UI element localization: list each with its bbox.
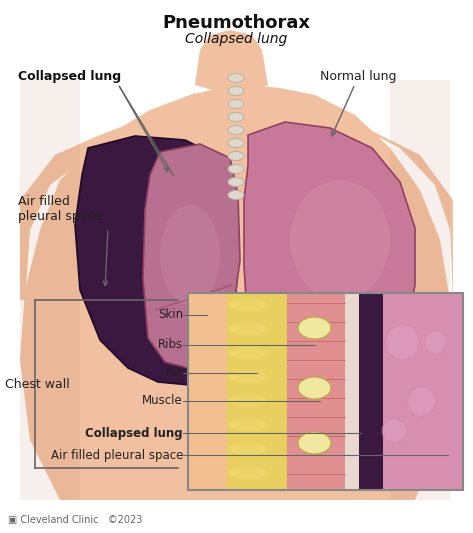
Ellipse shape bbox=[408, 386, 436, 416]
Bar bbox=[188, 293, 463, 490]
Ellipse shape bbox=[382, 419, 407, 443]
Text: Air filled pleural space: Air filled pleural space bbox=[51, 448, 183, 462]
Ellipse shape bbox=[229, 467, 268, 479]
Ellipse shape bbox=[228, 165, 244, 174]
Ellipse shape bbox=[228, 177, 244, 187]
Ellipse shape bbox=[229, 323, 268, 335]
Ellipse shape bbox=[228, 100, 244, 109]
Text: Collapsed lung: Collapsed lung bbox=[18, 70, 121, 83]
Ellipse shape bbox=[228, 125, 244, 134]
Polygon shape bbox=[268, 92, 453, 300]
Ellipse shape bbox=[228, 151, 244, 160]
Ellipse shape bbox=[424, 330, 447, 354]
Text: Skin: Skin bbox=[158, 309, 183, 321]
Text: Collapsed lung: Collapsed lung bbox=[85, 426, 183, 440]
Ellipse shape bbox=[386, 325, 419, 360]
Bar bbox=[390, 80, 450, 500]
Bar bbox=[20, 80, 80, 500]
Ellipse shape bbox=[228, 112, 244, 122]
Polygon shape bbox=[75, 136, 238, 385]
Polygon shape bbox=[143, 144, 240, 368]
Ellipse shape bbox=[298, 432, 331, 454]
Text: Normal lung: Normal lung bbox=[320, 70, 396, 83]
Bar bbox=[383, 293, 463, 490]
Ellipse shape bbox=[229, 299, 268, 311]
Bar bbox=[287, 293, 345, 490]
Text: pleural space: pleural space bbox=[18, 210, 102, 223]
Text: Muscle: Muscle bbox=[142, 394, 183, 408]
Bar bbox=[345, 293, 359, 490]
Ellipse shape bbox=[228, 74, 244, 83]
Text: ▣ Cleveland Clinic   ©2023: ▣ Cleveland Clinic ©2023 bbox=[8, 515, 142, 525]
Ellipse shape bbox=[160, 205, 220, 305]
Bar bbox=[227, 293, 287, 490]
Ellipse shape bbox=[228, 139, 244, 148]
Ellipse shape bbox=[298, 377, 331, 399]
Polygon shape bbox=[244, 122, 415, 390]
Bar bbox=[188, 293, 227, 490]
Ellipse shape bbox=[229, 443, 268, 455]
Polygon shape bbox=[20, 85, 453, 500]
Text: Ribs: Ribs bbox=[158, 338, 183, 351]
Ellipse shape bbox=[229, 371, 268, 383]
Ellipse shape bbox=[228, 190, 244, 199]
Polygon shape bbox=[195, 30, 268, 92]
Text: Chest wall: Chest wall bbox=[5, 377, 70, 391]
Ellipse shape bbox=[290, 180, 390, 300]
Ellipse shape bbox=[298, 317, 331, 339]
Ellipse shape bbox=[229, 395, 268, 407]
Text: Air filled: Air filled bbox=[18, 195, 70, 208]
Bar bbox=[359, 293, 383, 490]
Text: Fat: Fat bbox=[166, 367, 183, 379]
Text: Pneumothorax: Pneumothorax bbox=[162, 14, 310, 32]
Text: Collapsed lung: Collapsed lung bbox=[185, 32, 287, 46]
Ellipse shape bbox=[229, 347, 268, 359]
Polygon shape bbox=[20, 92, 195, 300]
Ellipse shape bbox=[229, 419, 268, 431]
Ellipse shape bbox=[228, 86, 244, 95]
